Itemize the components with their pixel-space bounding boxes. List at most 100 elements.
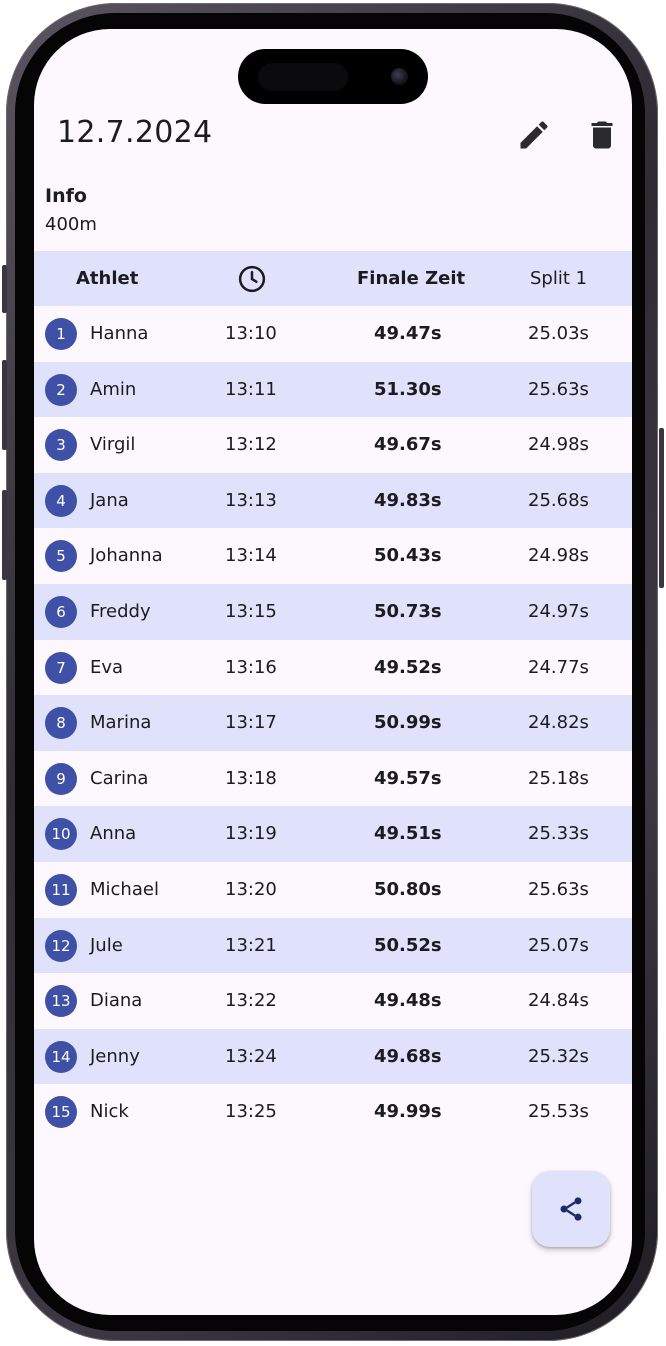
start-time: 13:25 (225, 1101, 277, 1123)
page-title: 12.7.2024 (57, 115, 213, 150)
start-time: 13:14 (225, 545, 277, 567)
table-row[interactable]: 4 Jana 13:13 49.83s 25.68s (34, 472, 632, 529)
final-time: 50.52s (374, 934, 442, 956)
athlete-name: Amin (90, 378, 137, 400)
header-athlet[interactable]: Athlet (76, 268, 139, 289)
table-row[interactable]: 15 Nick 13:25 49.99s 25.53s (34, 1084, 632, 1140)
final-time: 49.48s (374, 990, 442, 1012)
header-final-time[interactable]: Finale Zeit (357, 268, 466, 289)
rank-badge: 15 (45, 1096, 77, 1129)
start-time: 13:19 (225, 823, 277, 845)
start-time: 13:18 (225, 767, 277, 789)
athlete-name: Jana (90, 489, 129, 511)
split-time: 25.53s (528, 1101, 589, 1123)
athlete-name: Carina (90, 767, 149, 789)
final-time: 49.57s (374, 767, 442, 789)
table-row[interactable]: 14 Jenny 13:24 49.68s 25.32s (34, 1028, 632, 1085)
table-row[interactable]: 3 Virgil 13:12 49.67s 24.98s (34, 417, 632, 473)
table-row[interactable]: 8 Marina 13:17 50.99s 24.82s (34, 695, 632, 751)
volume-down-button (2, 490, 7, 580)
final-time: 49.52s (374, 656, 442, 678)
final-time: 49.99s (374, 1101, 442, 1123)
dynamic-island (238, 49, 428, 104)
power-button (659, 428, 664, 588)
final-time: 50.80s (374, 878, 442, 900)
rank-badge: 11 (45, 873, 77, 906)
rank-badge: 12 (45, 929, 77, 962)
start-time: 13:10 (225, 323, 277, 344)
split-time: 24.77s (528, 656, 589, 678)
split-time: 24.84s (528, 990, 589, 1012)
sensor (258, 63, 348, 91)
results-table: Athlet Finale Zeit Split 1 1 Hanna 13:10 49… (34, 251, 632, 1140)
athlete-name: Jule (90, 934, 123, 956)
split-time: 24.82s (528, 712, 589, 734)
split-time: 24.98s (528, 434, 589, 456)
final-time: 50.73s (374, 600, 442, 622)
table-row[interactable]: 12 Jule 13:21 50.52s 25.07s (34, 917, 632, 974)
rank-badge: 3 (45, 429, 77, 462)
start-time: 13:17 (225, 712, 277, 734)
rank-badge: 6 (45, 595, 77, 628)
athlete-name: Anna (90, 823, 137, 845)
athlete-name: Virgil (90, 434, 136, 456)
athlete-name: Nick (90, 1101, 129, 1123)
start-time: 13:15 (225, 600, 277, 622)
table-body: 1 Hanna 13:10 49.47s 25.03s 2 Amin 13:11 51.30s 2… (34, 306, 632, 1140)
trash-icon[interactable] (584, 117, 620, 153)
rank-badge: 9 (45, 762, 77, 795)
table-row[interactable]: 11 Michael 13:20 50.80s 25.63s (34, 862, 632, 918)
rank-badge: 1 (45, 318, 77, 350)
table-row[interactable]: 10 Anna 13:19 49.51s 25.33s (34, 806, 632, 862)
table-row[interactable]: 2 Amin 13:11 51.30s 25.63s (34, 361, 632, 418)
table-row[interactable]: 1 Hanna 13:10 49.47s 25.03s (34, 306, 632, 362)
final-time: 49.83s (374, 489, 442, 511)
table-row[interactable]: 5 Johanna 13:14 50.43s 24.98s (34, 528, 632, 584)
athlete-name: Eva (90, 656, 124, 678)
start-time: 13:13 (225, 489, 277, 511)
start-time: 13:12 (225, 434, 277, 456)
rank-badge: 5 (45, 540, 77, 573)
share-icon (560, 1197, 582, 1221)
final-time: 49.47s (374, 323, 442, 344)
split-time: 24.98s (528, 545, 589, 567)
athlete-name: Marina (90, 712, 152, 734)
start-time: 13:21 (225, 934, 277, 956)
athlete-name: Michael (90, 878, 159, 900)
info-label: Info (45, 185, 87, 207)
athlete-name: Jenny (90, 1045, 140, 1067)
start-time: 13:22 (225, 990, 277, 1012)
rank-badge: 13 (45, 985, 77, 1018)
rank-badge: 14 (45, 1040, 77, 1073)
info-value: 400m (45, 214, 97, 235)
start-time: 13:11 (225, 378, 277, 400)
table-row[interactable]: 9 Carina 13:18 49.57s 25.18s (34, 751, 632, 807)
rank-badge: 8 (45, 707, 77, 740)
split-time: 25.33s (528, 823, 589, 845)
rank-badge: 7 (45, 651, 77, 684)
final-time: 49.67s (374, 434, 442, 456)
table-row[interactable]: 13 Diana 13:22 49.48s 24.84s (34, 973, 632, 1029)
share-button[interactable] (532, 1171, 610, 1247)
camera-icon (391, 68, 408, 85)
start-time: 13:24 (225, 1045, 277, 1067)
split-time: 25.68s (528, 489, 589, 511)
app-screen: 12.7.2024 Info 400m Athlet Finale Zeit S… (34, 29, 632, 1315)
start-time: 13:20 (225, 878, 277, 900)
clock-icon[interactable] (237, 264, 267, 294)
table-header: Athlet Finale Zeit Split 1 (34, 251, 632, 306)
final-time: 49.51s (374, 823, 442, 845)
athlete-name: Diana (90, 990, 143, 1012)
split-time: 25.63s (528, 378, 589, 400)
rank-badge: 10 (45, 818, 77, 851)
table-row[interactable]: 6 Freddy 13:15 50.73s 24.97s (34, 583, 632, 640)
pencil-icon[interactable] (516, 117, 552, 153)
table-row[interactable]: 7 Eva 13:16 49.52s 24.77s (34, 640, 632, 696)
rank-badge: 2 (45, 373, 77, 406)
header-split-1[interactable]: Split 1 (530, 268, 588, 289)
final-time: 50.43s (374, 545, 442, 567)
split-time: 25.03s (528, 323, 589, 344)
split-time: 24.97s (528, 600, 589, 622)
final-time: 49.68s (374, 1045, 442, 1067)
athlete-name: Johanna (90, 545, 163, 567)
